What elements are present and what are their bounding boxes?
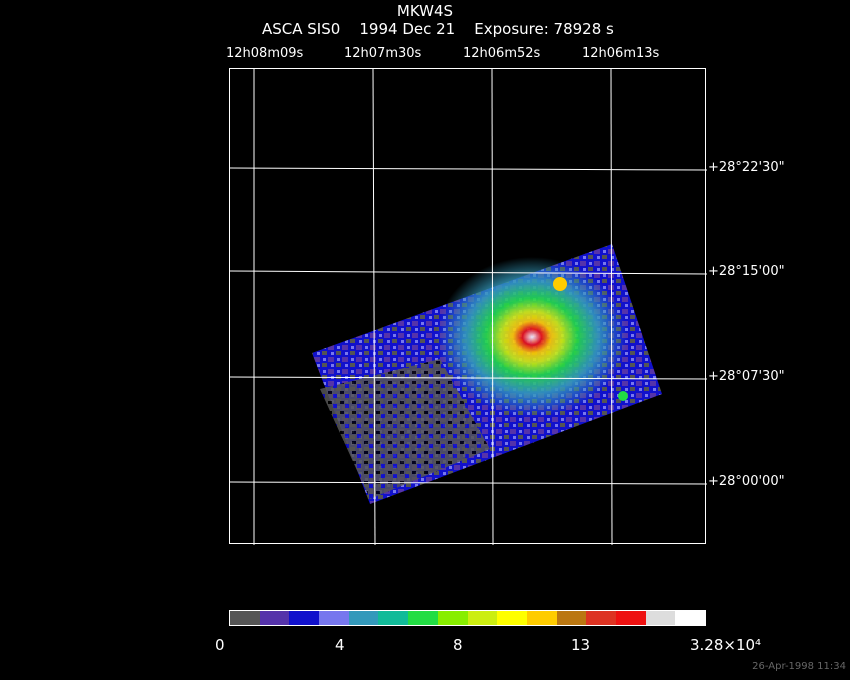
colorbar-segment xyxy=(289,611,320,625)
object-title: MKW4S xyxy=(396,2,454,20)
coordinate-grid xyxy=(230,69,707,545)
dec-label-4: +28°00'00" xyxy=(708,474,785,489)
colorbar-segment xyxy=(675,611,705,625)
colorbar-segment xyxy=(586,611,616,625)
ra-label-2: 12h07m30s xyxy=(344,46,422,61)
colorbar-segment xyxy=(467,611,498,625)
colorbar-segment xyxy=(556,611,587,625)
dark-region xyxy=(320,359,490,499)
dec-label-2: +28°15'00" xyxy=(708,264,785,279)
colorbar-segment xyxy=(497,611,527,625)
colorbar-segment xyxy=(230,611,260,625)
timestamp: 26-Apr-1998 11:34 xyxy=(752,661,846,672)
colorbar-segment xyxy=(615,611,646,625)
colorbar-segment xyxy=(437,611,468,625)
point-source xyxy=(618,391,628,401)
exposure-label: Exposure: 78928 s xyxy=(474,20,614,38)
colorbar-max: 3.28×10⁴ xyxy=(690,636,762,654)
observation-info: ASCA SIS0 1994 Dec 21 Exposure: 78928 s xyxy=(262,20,614,38)
colorbar-segment xyxy=(259,611,290,625)
ra-label-4: 12h06m13s xyxy=(582,46,660,61)
colorbar-tick-0: 0 xyxy=(215,636,225,654)
cluster-emission xyxy=(437,257,627,417)
colorbar-tick-4: 4 xyxy=(335,636,345,654)
colorbar-segment xyxy=(526,611,557,625)
ra-label-3: 12h06m52s xyxy=(463,46,541,61)
colorbar-segment xyxy=(408,611,438,625)
colorbar-segment xyxy=(378,611,409,625)
colorbar-segment xyxy=(348,611,379,625)
image-frame xyxy=(229,68,707,545)
ra-label-1: 12h08m09s xyxy=(226,46,304,61)
colorbar-segment xyxy=(319,611,349,625)
instrument-label: ASCA SIS0 xyxy=(262,20,341,38)
date-label: 1994 Dec 21 xyxy=(359,20,456,38)
point-source xyxy=(553,277,567,291)
colorbar-segment xyxy=(645,611,676,625)
dec-label-1: +28°22'30" xyxy=(708,160,785,175)
dec-label-3: +28°07'30" xyxy=(708,369,785,384)
xray-image xyxy=(230,69,707,545)
colorbar-tick-13: 13 xyxy=(571,636,591,654)
colorbar-tick-8: 8 xyxy=(453,636,463,654)
colorbar xyxy=(229,610,706,626)
